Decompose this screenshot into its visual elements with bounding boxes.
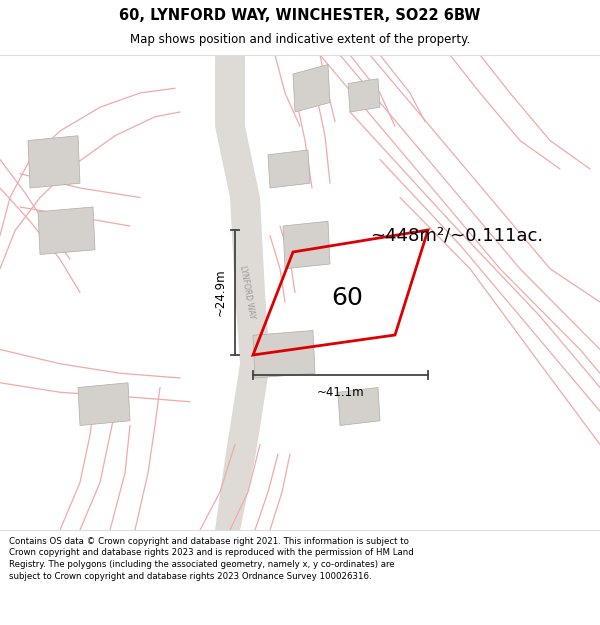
Text: 60: 60 bbox=[331, 286, 363, 310]
Text: 60, LYNFORD WAY, WINCHESTER, SO22 6BW: 60, LYNFORD WAY, WINCHESTER, SO22 6BW bbox=[119, 8, 481, 23]
Text: Map shows position and indicative extent of the property.: Map shows position and indicative extent… bbox=[130, 33, 470, 46]
Polygon shape bbox=[348, 79, 380, 112]
Polygon shape bbox=[293, 64, 330, 112]
Text: Contains OS data © Crown copyright and database right 2021. This information is : Contains OS data © Crown copyright and d… bbox=[9, 537, 414, 581]
Polygon shape bbox=[38, 207, 95, 254]
Text: ~41.1m: ~41.1m bbox=[317, 386, 364, 399]
Polygon shape bbox=[215, 55, 270, 530]
Polygon shape bbox=[28, 136, 80, 188]
Polygon shape bbox=[283, 221, 330, 269]
Polygon shape bbox=[338, 388, 380, 426]
Polygon shape bbox=[253, 331, 315, 378]
Text: LYNFORD WAY: LYNFORD WAY bbox=[238, 265, 256, 320]
Polygon shape bbox=[78, 382, 130, 426]
Text: ~24.9m: ~24.9m bbox=[214, 269, 227, 316]
Polygon shape bbox=[268, 150, 310, 188]
Text: ~448m²/~0.111ac.: ~448m²/~0.111ac. bbox=[370, 226, 543, 244]
